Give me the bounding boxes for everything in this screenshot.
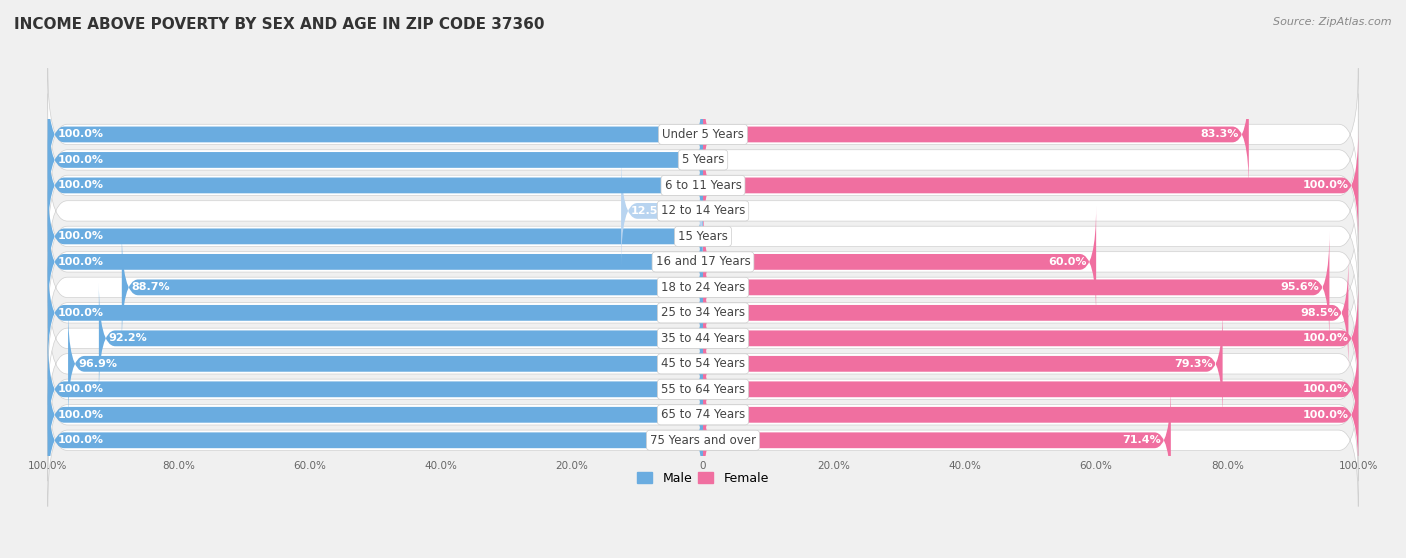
Text: 100.0%: 100.0% — [1302, 180, 1348, 190]
FancyBboxPatch shape — [48, 145, 1358, 277]
Text: Source: ZipAtlas.com: Source: ZipAtlas.com — [1274, 17, 1392, 27]
FancyBboxPatch shape — [67, 308, 703, 420]
FancyBboxPatch shape — [122, 232, 703, 343]
Text: 100.0%: 100.0% — [58, 308, 104, 318]
FancyBboxPatch shape — [48, 247, 1358, 379]
FancyBboxPatch shape — [703, 232, 1330, 343]
FancyBboxPatch shape — [48, 170, 1358, 302]
FancyBboxPatch shape — [48, 196, 1358, 328]
Text: 55 to 64 Years: 55 to 64 Years — [661, 383, 745, 396]
FancyBboxPatch shape — [48, 349, 1358, 481]
FancyBboxPatch shape — [48, 104, 703, 216]
FancyBboxPatch shape — [703, 359, 1358, 470]
Text: 100.0%: 100.0% — [58, 232, 104, 242]
Text: 12.5%: 12.5% — [631, 206, 669, 216]
FancyBboxPatch shape — [703, 282, 1358, 394]
Text: 12 to 14 Years: 12 to 14 Years — [661, 204, 745, 218]
FancyBboxPatch shape — [703, 384, 1171, 496]
Text: 18 to 24 Years: 18 to 24 Years — [661, 281, 745, 294]
Text: 100.0%: 100.0% — [58, 384, 104, 395]
Text: 60.0%: 60.0% — [1047, 257, 1087, 267]
FancyBboxPatch shape — [48, 119, 1358, 252]
FancyBboxPatch shape — [703, 129, 1358, 241]
FancyBboxPatch shape — [48, 384, 703, 496]
Text: Under 5 Years: Under 5 Years — [662, 128, 744, 141]
Text: 5 Years: 5 Years — [682, 153, 724, 166]
FancyBboxPatch shape — [48, 206, 703, 318]
Text: 15 Years: 15 Years — [678, 230, 728, 243]
Text: 100.0%: 100.0% — [58, 435, 104, 445]
FancyBboxPatch shape — [703, 334, 1358, 445]
FancyBboxPatch shape — [48, 334, 703, 445]
FancyBboxPatch shape — [48, 79, 703, 190]
Text: 88.7%: 88.7% — [132, 282, 170, 292]
Text: 100.0%: 100.0% — [1302, 333, 1348, 343]
FancyBboxPatch shape — [48, 297, 1358, 430]
FancyBboxPatch shape — [48, 181, 703, 292]
Text: 83.3%: 83.3% — [1201, 129, 1239, 140]
Text: 71.4%: 71.4% — [1122, 435, 1161, 445]
Text: 100.0%: 100.0% — [58, 257, 104, 267]
FancyBboxPatch shape — [48, 129, 703, 241]
FancyBboxPatch shape — [48, 257, 703, 369]
FancyBboxPatch shape — [703, 257, 1348, 369]
FancyBboxPatch shape — [48, 374, 1358, 507]
Text: 35 to 44 Years: 35 to 44 Years — [661, 332, 745, 345]
Text: 100.0%: 100.0% — [58, 155, 104, 165]
FancyBboxPatch shape — [48, 68, 1358, 201]
FancyBboxPatch shape — [703, 79, 1249, 190]
Text: 98.5%: 98.5% — [1301, 308, 1339, 318]
Legend: Male, Female: Male, Female — [633, 466, 773, 490]
Text: 100.0%: 100.0% — [1302, 384, 1348, 395]
Text: 79.3%: 79.3% — [1174, 359, 1213, 369]
Text: 25 to 34 Years: 25 to 34 Years — [661, 306, 745, 319]
Text: 16 and 17 Years: 16 and 17 Years — [655, 256, 751, 268]
Text: 100.0%: 100.0% — [1302, 410, 1348, 420]
FancyBboxPatch shape — [48, 221, 1358, 354]
FancyBboxPatch shape — [703, 308, 1223, 420]
Text: 92.2%: 92.2% — [108, 333, 148, 343]
Text: 100.0%: 100.0% — [58, 129, 104, 140]
FancyBboxPatch shape — [98, 282, 703, 394]
FancyBboxPatch shape — [48, 272, 1358, 405]
Text: 100.0%: 100.0% — [58, 180, 104, 190]
Text: 96.9%: 96.9% — [77, 359, 117, 369]
Text: 95.6%: 95.6% — [1281, 282, 1320, 292]
FancyBboxPatch shape — [621, 155, 703, 267]
Text: INCOME ABOVE POVERTY BY SEX AND AGE IN ZIP CODE 37360: INCOME ABOVE POVERTY BY SEX AND AGE IN Z… — [14, 17, 544, 32]
Text: 65 to 74 Years: 65 to 74 Years — [661, 408, 745, 421]
Text: 45 to 54 Years: 45 to 54 Years — [661, 357, 745, 371]
Text: 6 to 11 Years: 6 to 11 Years — [665, 179, 741, 192]
FancyBboxPatch shape — [703, 206, 1097, 318]
FancyBboxPatch shape — [48, 359, 703, 470]
Text: 100.0%: 100.0% — [58, 410, 104, 420]
FancyBboxPatch shape — [48, 94, 1358, 226]
FancyBboxPatch shape — [48, 323, 1358, 455]
Text: 75 Years and over: 75 Years and over — [650, 434, 756, 447]
